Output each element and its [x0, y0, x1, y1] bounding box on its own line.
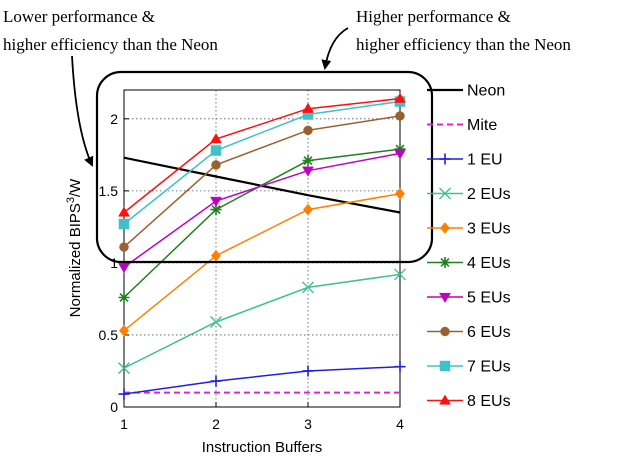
legend-marker-6-eus	[440, 326, 450, 337]
data-point-6-eus	[303, 125, 313, 136]
y-tick-label: 0	[110, 399, 118, 415]
legend-label-2-eus: 2 EUs	[467, 186, 511, 203]
y-tick-label: 0.5	[99, 327, 119, 343]
annotation-right-arrow	[321, 27, 349, 70]
data-point-6-eus	[211, 160, 221, 170]
data-point-1-eu	[210, 375, 222, 387]
series-line-1-eu	[123, 365, 401, 395]
data-point-8-eus	[118, 206, 130, 217]
data-point-5-eus	[210, 196, 222, 207]
data-point-1-eu	[394, 361, 406, 373]
legend: Neon Mite 1 EU 2 EUs 3 EUs 4 EUs 5 EUs 6 EUs 7 E…	[427, 83, 511, 410]
annotation-right-line2: higher efficiency than the Neon	[356, 35, 571, 54]
data-point-2-eus	[394, 268, 406, 281]
data-point-7-eus	[118, 218, 130, 230]
x-tick-label: 1	[120, 416, 128, 432]
legend-marker-7-eus	[439, 360, 451, 372]
y-tick-label: 2	[110, 111, 118, 127]
data-point-6-eus	[395, 111, 405, 121]
series-line-4-eus	[123, 148, 401, 299]
highlight-region	[95, 70, 434, 264]
data-point-3-eus	[394, 187, 406, 200]
legend-label-4-eus: 4 EUs	[467, 255, 511, 272]
data-point-8-eus	[394, 92, 406, 103]
series-line-3-eus	[123, 192, 401, 332]
legend-marker-5-eus	[439, 292, 451, 303]
x-tick-label: 2	[212, 416, 220, 432]
data-point-2-eus	[118, 362, 130, 375]
data-point-8-eus	[302, 102, 314, 113]
annotation-left-line1: Lower performance &	[3, 7, 155, 26]
data-point-3-eus	[302, 203, 314, 216]
data-point-3-eus	[210, 249, 222, 262]
legend-label-1-eu: 1 EU	[467, 152, 503, 169]
data-point-1-eu	[118, 388, 130, 400]
data-point-5-eus	[394, 149, 406, 160]
annotation-right-line1: Higher performance &	[356, 7, 511, 26]
legend-label-6-eus: 6 EUs	[467, 324, 511, 341]
x-axis-label: Instruction Buffers	[202, 439, 323, 456]
x-tick-label: 3	[304, 416, 312, 432]
legend-label-8-eus: 8 EUs	[467, 393, 511, 410]
data-point-4-eus	[394, 143, 406, 155]
series-group	[118, 92, 406, 400]
data-point-5-eus	[118, 263, 130, 274]
legend-marker-3-eus	[439, 222, 451, 234]
series-line-7-eus	[123, 100, 401, 225]
data-point-8-eus	[210, 132, 222, 144]
legend-marker-4-eus	[439, 257, 451, 268]
series-line-5-eus	[123, 152, 401, 268]
legend-label-5-eus: 5 EUs	[467, 290, 511, 307]
legend-label-neon: Neon	[467, 83, 505, 100]
legend-marker-8-eus	[439, 394, 451, 405]
data-point-3-eus	[118, 324, 130, 337]
data-point-1-eu	[302, 365, 314, 377]
y-axis-label: Normalized BIPS3/W	[65, 178, 84, 318]
annotation-left-arrow	[71, 55, 94, 167]
plot-frame	[123, 89, 401, 408]
legend-label-7-eus: 7 EUs	[467, 359, 511, 376]
legend-marker-1-eu	[439, 153, 451, 165]
y-tick-label: 1	[110, 255, 118, 271]
data-point-2-eus	[210, 315, 222, 328]
legend-label-mite: Mite	[467, 117, 497, 134]
x-tick-label: 4	[396, 416, 404, 432]
legend-marker-2-eus	[439, 187, 451, 200]
data-point-2-eus	[302, 281, 314, 294]
data-point-4-eus	[302, 155, 314, 167]
axes: 1 2 3 4 0 0.5 1 1.5 2	[99, 111, 405, 432]
y-tick-label: 1.5	[99, 183, 119, 199]
annotation-left-line2: higher efficiency than the Neon	[3, 35, 218, 54]
data-point-4-eus	[210, 204, 222, 216]
series-line-6-eus	[123, 115, 401, 248]
data-point-6-eus	[119, 242, 129, 252]
legend-label-3-eus: 3 EUs	[467, 221, 511, 238]
data-point-4-eus	[118, 291, 130, 303]
series-line-8-eus	[123, 97, 401, 214]
series-line-2-eus	[123, 273, 401, 369]
grid-lines	[123, 90, 401, 408]
data-point-5-eus	[302, 166, 314, 177]
data-point-7-eus	[210, 145, 222, 156]
